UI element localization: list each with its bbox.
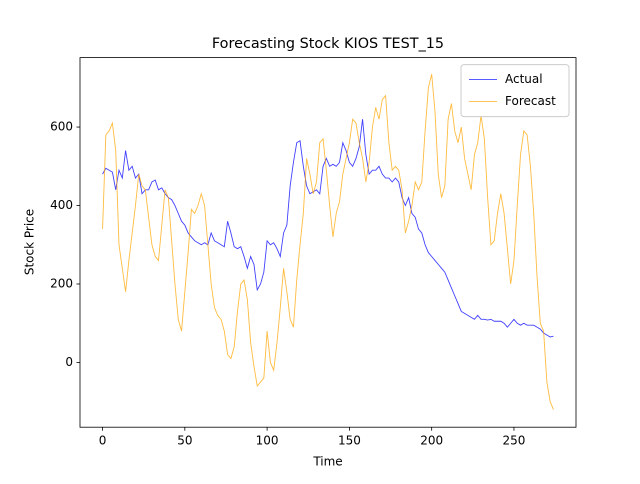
x-axis-label: Time	[312, 455, 342, 469]
y-tick-label: 600	[50, 120, 73, 134]
y-tick-label: 0	[65, 355, 73, 369]
legend-label: Actual	[505, 72, 543, 86]
x-tick-label: 0	[99, 434, 107, 448]
y-tick-label: 200	[50, 276, 73, 290]
x-tick-label: 100	[256, 434, 279, 448]
series-line	[102, 119, 554, 338]
x-tick-label: 50	[177, 434, 192, 448]
legend-box	[460, 64, 570, 118]
legend-label: Forecast	[505, 94, 556, 108]
y-tick-label: 400	[50, 198, 73, 212]
series-line	[102, 73, 554, 410]
x-tick-label: 250	[503, 434, 526, 448]
plot-frame	[79, 57, 577, 428]
y-axis-label: Stock Price	[23, 209, 37, 275]
x-tick-label: 200	[420, 434, 443, 448]
x-tick-label: 150	[338, 434, 361, 448]
chart-title: Forecasting Stock KIOS TEST_15	[212, 36, 444, 52]
